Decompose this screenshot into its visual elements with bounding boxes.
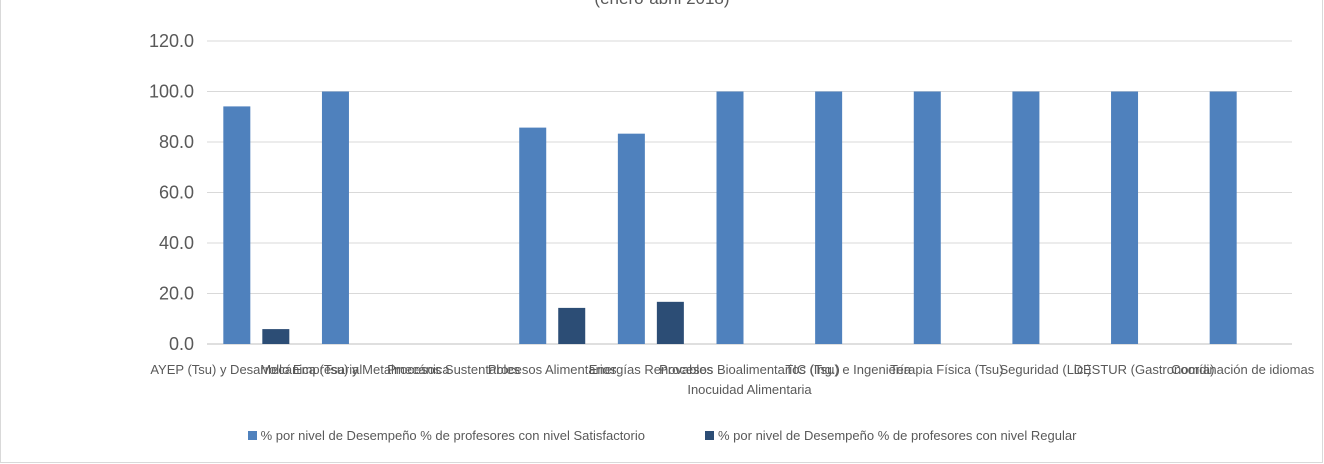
bar-satisfactorio (1111, 91, 1139, 344)
bar-regular (558, 307, 586, 344)
bar-satisfactorio (321, 91, 349, 344)
legend-swatch-satisfactorio (247, 431, 257, 440)
bar-satisfactorio (519, 127, 547, 344)
x-category-label: Terapia Física (Tsu) (890, 362, 1003, 377)
x-category-label-line2: Inocuidad Alimentaria (687, 382, 812, 397)
y-tick-label: 20.0 (159, 284, 194, 304)
bar-satisfactorio (223, 106, 251, 345)
bar-satisfactorio (1209, 91, 1237, 344)
x-category-label: Energías Renovables (589, 362, 714, 377)
x-category-label: Procesos Alimentarios (488, 362, 617, 377)
bar-satisfactorio (913, 91, 941, 344)
y-tick-label: 0.0 (169, 334, 194, 354)
bar-regular (656, 301, 684, 344)
y-tick-label: 100.0 (149, 82, 194, 102)
y-tick-label: 60.0 (159, 183, 194, 203)
bar-satisfactorio (617, 133, 645, 344)
bar-regular (262, 329, 290, 344)
legend-item-satisfactorio: % por nivel de Desempeño % de profesores… (247, 428, 645, 443)
x-category-label: Seguridad (Lic.) (1000, 362, 1092, 377)
legend: % por nivel de Desempeño % de profesores… (0, 428, 1324, 443)
x-category-label: DESTUR (Gastronomía) (1074, 362, 1215, 377)
bar-satisfactorio (1012, 91, 1040, 344)
bar-satisfactorio (716, 91, 744, 344)
legend-swatch-regular (705, 431, 714, 440)
x-category-label: Mecánica (Tsu) y Metalmecánica (260, 362, 450, 377)
legend-item-regular: % por nivel de Desempeño % de profesores… (705, 428, 1076, 443)
x-category-label: TIC (Tsu) e Ingeniería (785, 362, 911, 377)
legend-label-regular: % por nivel de Desempeño % de profesores… (718, 428, 1077, 443)
legend-label-satisfactorio: % por nivel de Desempeño % de profesores… (260, 428, 645, 443)
gridlines (207, 40, 1292, 345)
x-axis-labels: AYEP (Tsu) y Desarrollo EmpresarialMecán… (150, 362, 1314, 397)
bars (223, 91, 1237, 345)
x-category-label: Procesos Bioalimentarios (Ing.) (659, 362, 840, 377)
y-tick-label: 80.0 (159, 132, 194, 152)
x-category-label: AYEP (Tsu) y Desarrollo Empresarial (150, 362, 362, 377)
chart-title: (enero-abril 2018) (594, 0, 729, 8)
x-category-label: Procesos Sustentables (387, 362, 520, 377)
x-category-label: Coordinación de idiomas (1171, 362, 1315, 377)
y-tick-label: 40.0 (159, 233, 194, 253)
bar-satisfactorio (815, 91, 843, 344)
y-axis-ticks: 0.0 20.0 40.0 60.0 80.0 100.0 120.0 (149, 31, 194, 354)
y-tick-label: 120.0 (149, 31, 194, 51)
